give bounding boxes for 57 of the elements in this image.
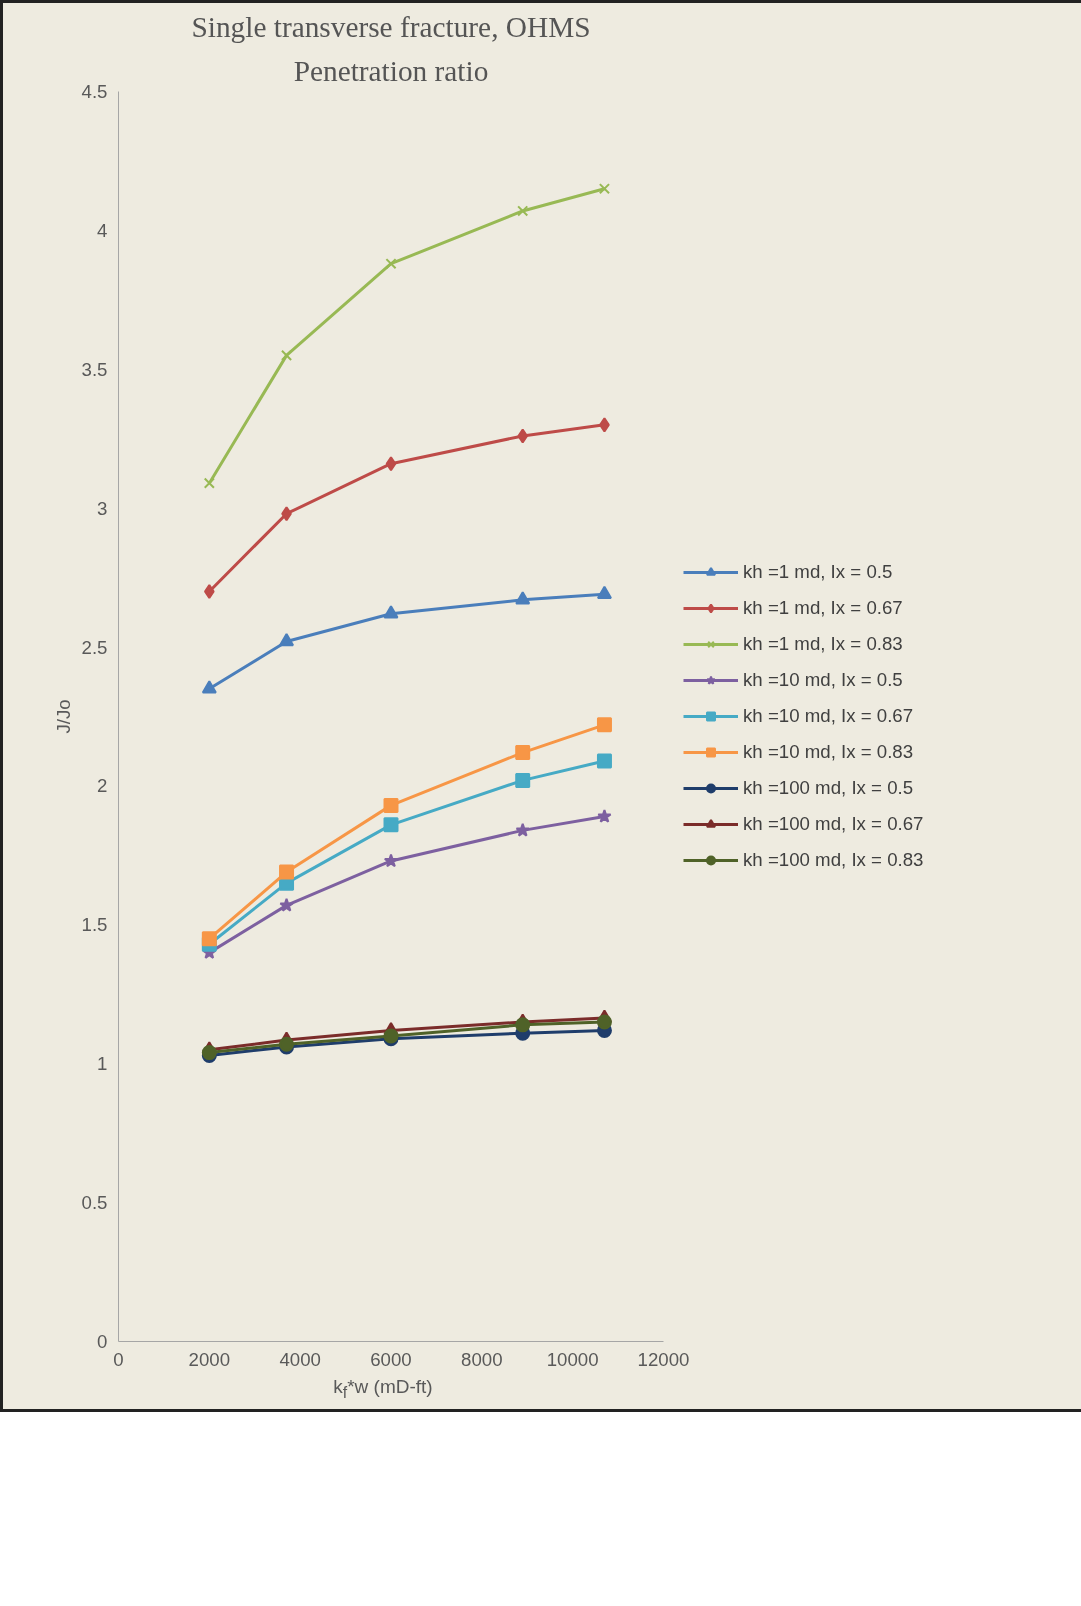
point <box>280 349 293 361</box>
point <box>596 717 612 733</box>
point <box>596 753 612 769</box>
point <box>279 864 295 880</box>
point <box>515 745 531 761</box>
point <box>517 428 529 444</box>
y-tick-label: 3 <box>97 497 108 519</box>
legend-label: kh =1 md, Ix = 0.83 <box>743 633 903 655</box>
point <box>383 797 399 813</box>
y-tick-label: 0 <box>97 1331 108 1352</box>
y-tick-label: 4 <box>97 219 108 241</box>
point <box>383 817 399 833</box>
legend-label: kh =10 md, Ix = 0.67 <box>743 705 914 727</box>
x-tick-label: 12000 <box>637 1348 690 1370</box>
legend-label: kh =100 md, Ix = 0.83 <box>743 849 924 871</box>
point <box>515 822 530 837</box>
point <box>596 1014 612 1030</box>
point <box>201 931 217 947</box>
chart-subtitle: Penetration ratio <box>293 54 489 87</box>
legend-label: kh =100 md, Ix = 0.5 <box>743 777 914 799</box>
legend-label: kh =100 md, Ix = 0.67 <box>743 813 924 835</box>
point <box>385 456 397 472</box>
legend-label: kh =1 md, Ix = 0.5 <box>743 561 893 583</box>
y-tick-label: 2.5 <box>81 636 108 658</box>
point <box>515 1017 531 1033</box>
y-tick-label: 4.5 <box>81 81 108 102</box>
point <box>279 632 295 647</box>
x-tick-label: 2000 <box>188 1348 231 1370</box>
legend-label: kh =1 md, Ix = 0.67 <box>743 597 903 619</box>
point <box>204 584 215 599</box>
point <box>597 809 612 823</box>
point <box>598 183 611 195</box>
point <box>515 591 531 605</box>
point <box>515 772 531 788</box>
legend-label: kh =10 md, Ix = 0.5 <box>743 669 903 691</box>
x-tick-label: 6000 <box>370 1348 412 1370</box>
y-tick-label: 3.5 <box>81 358 108 380</box>
x-axis-title: k$_{f}$*w (mD-ft) <box>333 1375 433 1403</box>
point <box>383 853 399 868</box>
point <box>383 605 399 619</box>
point <box>596 585 612 600</box>
x-tick-label: 8000 <box>461 1348 503 1370</box>
y-tick-label: 0.5 <box>81 1192 108 1214</box>
point <box>517 205 529 217</box>
y-tick-label: 1 <box>97 1053 108 1075</box>
point <box>203 477 215 489</box>
y-tick-label: 1.5 <box>81 914 108 936</box>
chart-title: Single transverse fracture, OHMS <box>191 10 591 43</box>
y-axis-title: J/Jo <box>52 699 74 734</box>
point <box>201 680 217 694</box>
point <box>279 897 294 912</box>
point <box>385 258 397 270</box>
legend-label: kh =10 md, Ix = 0.83 <box>743 741 914 763</box>
y-tick-label: 2 <box>97 775 108 797</box>
x-tick-label: 10000 <box>546 1348 599 1370</box>
x-tick-label: 0 <box>113 1348 124 1370</box>
x-tick-label: 4000 <box>279 1348 321 1370</box>
